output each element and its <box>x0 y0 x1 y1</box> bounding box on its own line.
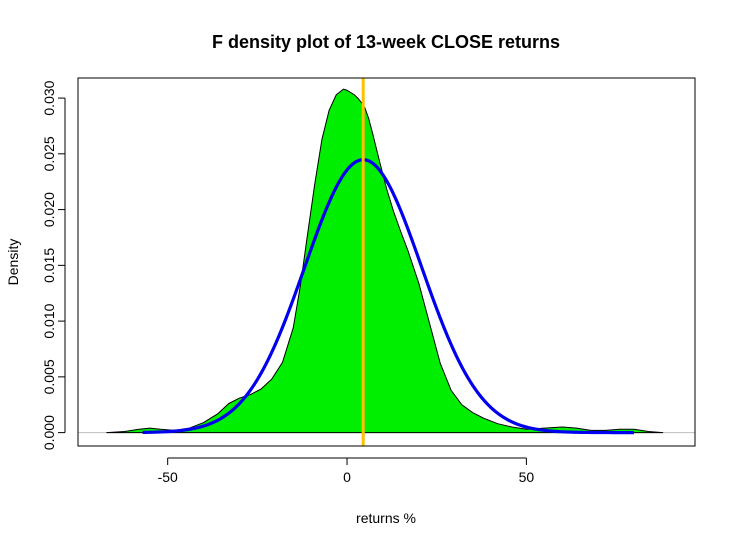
plot-area <box>78 78 695 446</box>
y-axis-label: Density <box>5 239 21 286</box>
x-tick-label: 0 <box>343 469 351 485</box>
chart-title: F density plot of 13-week CLOSE returns <box>212 32 560 52</box>
y-tick-label: 0.025 <box>41 136 57 171</box>
x-tick-label: 50 <box>519 469 535 485</box>
y-tick-label: 0.010 <box>41 303 57 338</box>
normal-fit-curve <box>142 158 635 435</box>
axes: -50 0 50 0.000 0.005 0.010 0.015 0.020 0.025 0.03… <box>41 77 696 485</box>
y-tick-label: 0.000 <box>41 415 57 450</box>
y-tick-label: 0.005 <box>41 359 57 394</box>
y-tick-label: 0.015 <box>41 248 57 283</box>
x-axis-label: returns % <box>356 510 416 526</box>
y-tick-label: 0.020 <box>41 192 57 227</box>
x-tick-label: -50 <box>158 469 178 485</box>
plot-frame <box>77 77 696 447</box>
y-tick-label: 0.030 <box>41 80 57 115</box>
density-area <box>106 88 664 434</box>
